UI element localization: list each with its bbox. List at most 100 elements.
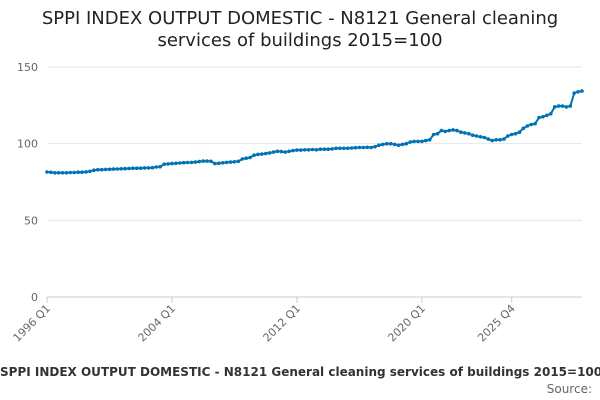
y-tick-label-150: 150	[17, 61, 38, 74]
data-point	[217, 161, 221, 166]
data-point	[377, 143, 381, 147]
data-point	[154, 165, 159, 169]
data-point	[443, 129, 448, 134]
data-point	[431, 132, 436, 137]
data-point	[248, 155, 252, 160]
chart-title-line-1: SPPI INDEX OUTPUT DOMESTIC - N8121 Gener…	[41, 8, 559, 29]
data-point	[494, 138, 498, 142]
data-point	[400, 142, 405, 147]
data-point	[256, 152, 260, 157]
data-point	[88, 169, 92, 174]
data-point	[545, 113, 549, 118]
data-point	[357, 145, 362, 150]
x-tick-label-4: 2025 Q4	[475, 302, 518, 345]
y-axis-tick-labels: 0 50 100 150	[17, 61, 38, 304]
data-point	[486, 137, 491, 141]
data-point	[310, 147, 315, 152]
y-tick-label-100: 100	[17, 138, 38, 151]
data-point	[228, 160, 233, 164]
data-point	[263, 151, 268, 156]
data-point	[232, 160, 237, 164]
data-point	[361, 145, 366, 150]
data-point	[80, 170, 84, 174]
x-axis-tick-labels: 1996 Q1 2004 Q1 2012 Q1 2020 Q1 2025 Q4	[11, 302, 518, 345]
data-point	[189, 160, 194, 165]
legend[interactable]: SPPI INDEX OUTPUT DOMESTIC - N8121 Gener…	[0, 365, 600, 379]
data-point	[45, 170, 49, 174]
data-point	[463, 131, 467, 135]
data-point	[572, 91, 576, 95]
x-tick-label-0: 1996 Q1	[11, 302, 54, 345]
data-point	[158, 164, 162, 169]
data-point	[533, 121, 537, 126]
data-point	[197, 159, 202, 164]
data-point	[427, 138, 432, 142]
data-point	[349, 146, 354, 150]
data-point	[115, 167, 120, 171]
data-point	[60, 171, 65, 175]
data-point	[338, 146, 342, 151]
data-point	[513, 131, 518, 136]
data-point	[396, 143, 401, 147]
data-point	[76, 170, 80, 174]
data-point	[174, 161, 178, 166]
data-point	[529, 122, 533, 127]
x-axis	[46, 296, 582, 303]
data-point	[412, 139, 416, 144]
data-point	[318, 147, 323, 151]
data-point	[64, 171, 69, 175]
data-point	[369, 145, 373, 150]
data-point	[150, 165, 155, 170]
data-point	[517, 130, 522, 134]
data-point	[556, 104, 561, 108]
data-point	[580, 89, 584, 93]
data-point	[92, 168, 96, 172]
data-point	[103, 167, 108, 172]
data-point	[236, 159, 241, 164]
data-point	[509, 132, 514, 137]
data-point	[299, 148, 303, 152]
data-point	[170, 161, 174, 166]
data-point	[322, 147, 327, 151]
data-point	[220, 161, 225, 165]
data-point	[416, 139, 420, 144]
data-point	[240, 157, 245, 161]
chart-title: SPPI INDEX OUTPUT DOMESTIC - N8121 Gener…	[0, 8, 600, 52]
data-point	[279, 149, 284, 154]
data-point	[384, 141, 389, 146]
data-point	[291, 148, 295, 153]
source-label: Source:	[546, 382, 592, 396]
x-tick-label-3: 2020 Q1	[385, 302, 428, 345]
data-point	[252, 153, 256, 157]
data-point	[381, 142, 385, 147]
data-point	[99, 167, 104, 172]
series-line	[46, 90, 583, 174]
data-point	[506, 134, 510, 138]
legend-label: SPPI INDEX OUTPUT DOMESTIC - N8121 Gener…	[0, 365, 600, 379]
data-point	[209, 159, 213, 164]
data-point	[131, 166, 135, 170]
data-point	[127, 166, 131, 171]
data-point	[447, 128, 452, 133]
data-point	[135, 166, 139, 170]
data-point	[178, 161, 182, 165]
data-point	[498, 138, 502, 142]
data-point	[201, 159, 205, 163]
x-tick-label-1: 2004 Q1	[136, 302, 179, 345]
data-point	[552, 105, 557, 109]
data-point	[275, 149, 280, 154]
data-point	[392, 142, 397, 147]
data-point	[564, 105, 569, 109]
data-point	[56, 171, 61, 175]
data-point	[502, 137, 506, 141]
data-point	[111, 167, 116, 171]
data-point	[404, 141, 409, 146]
data-point	[306, 148, 311, 152]
data-point	[138, 166, 143, 170]
chart-title-line-2: services of buildings 2015=100	[157, 30, 443, 51]
series	[45, 89, 584, 175]
data-point	[353, 145, 358, 150]
data-point	[478, 135, 483, 139]
data-point	[474, 134, 479, 138]
data-point	[467, 131, 471, 136]
